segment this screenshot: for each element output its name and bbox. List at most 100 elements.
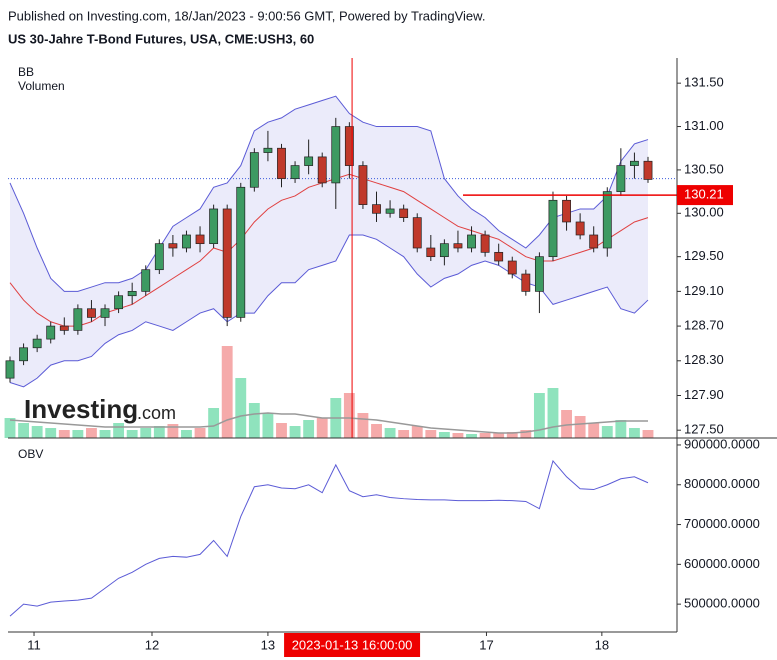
volume-bar: [411, 426, 423, 438]
volume-bar: [601, 426, 613, 438]
volume-bar: [466, 434, 477, 438]
volume-bar: [398, 430, 410, 438]
candle-body: [521, 273, 531, 292]
candle-body: [46, 325, 56, 340]
candle-body: [344, 126, 354, 166]
candle-body: [412, 217, 422, 249]
candle-body: [100, 308, 110, 318]
candle-body: [32, 338, 42, 349]
candle-body: [182, 234, 191, 249]
candle-body: [209, 208, 219, 245]
bb-upper-line: [9, 95, 649, 292]
plot-area: [4, 58, 677, 617]
candle-body: [331, 126, 341, 184]
candle-body: [263, 147, 273, 153]
candle-body: [5, 360, 15, 379]
crosshair-time-label: 2023-01-13 16:00:00: [292, 637, 413, 652]
volume-bar: [357, 413, 369, 438]
bb-fill: [10, 96, 648, 387]
volume-bar: [4, 418, 16, 438]
volume-bar: [371, 424, 382, 438]
y-tick-label: 131.00: [684, 118, 724, 133]
candle-body: [643, 160, 653, 180]
y-tick-label: 127.50: [684, 422, 724, 437]
crosshair-time-box: [284, 633, 421, 657]
candle-body: [290, 165, 300, 179]
x-tick-label: 13: [261, 637, 275, 652]
candle-body: [453, 243, 463, 249]
candle-body: [439, 243, 449, 258]
volume-bar: [438, 432, 450, 438]
volume-bar: [72, 430, 84, 438]
x-tick-label: 11: [27, 637, 41, 652]
candle-body: [154, 243, 164, 271]
y-tick-label: 128.30: [684, 352, 724, 367]
chart-title: US 30-Jahre T-Bond Futures, USA, CME:USH…: [8, 31, 314, 46]
candle-body: [372, 204, 381, 214]
candle-body: [59, 325, 69, 331]
volume-bar: [235, 378, 247, 438]
candle-body: [277, 147, 286, 179]
obv-tick-label: 800000.0000: [684, 476, 760, 491]
volume-bar: [343, 393, 355, 438]
candle-body: [73, 308, 83, 331]
candle-body: [575, 221, 585, 236]
volume-bar: [425, 430, 437, 438]
crosshair-price-box: [677, 185, 733, 206]
y-tick-label: 131.50: [684, 75, 724, 90]
published-note: Published on Investing.com, 18/Jan/2023 …: [8, 8, 485, 23]
x-tick-label: 12: [145, 637, 159, 652]
volume-bar: [248, 403, 260, 438]
volume-bar: [615, 420, 627, 438]
volume-bar: [99, 430, 111, 438]
candle-body: [616, 165, 626, 192]
volume-bar: [574, 416, 586, 438]
volume-bar: [126, 430, 138, 438]
candle-body: [426, 247, 436, 258]
volume-bar: [167, 424, 179, 438]
volume-bar: [452, 433, 464, 438]
candle-body: [304, 156, 314, 166]
volume-bar: [153, 426, 165, 438]
y-tick-label: 130.00: [684, 205, 724, 220]
crosshair-price-label: 130.21: [684, 187, 724, 202]
obv-tick-label: 600000.0000: [684, 556, 760, 571]
obv-tick-label: 900000.0000: [684, 436, 760, 451]
volume-bar: [262, 413, 274, 438]
obv-tick-label: 700000.0000: [684, 516, 760, 531]
candle-body: [168, 243, 178, 249]
volume-bar: [181, 430, 192, 438]
x-tick-label: 18: [595, 637, 609, 652]
candle-body: [114, 295, 124, 310]
volume-bar: [221, 346, 233, 438]
volume-bar: [58, 430, 70, 438]
candle-body: [399, 208, 409, 218]
volume-bar: [303, 420, 315, 438]
volume-bar: [194, 428, 206, 438]
bb-label: BB: [18, 65, 34, 79]
candle-body: [548, 199, 558, 258]
candle-body: [494, 251, 504, 262]
watermark-suffix: .com: [137, 403, 176, 423]
volume-bar: [506, 432, 518, 438]
volume-bar: [276, 423, 287, 438]
candle-body: [87, 308, 96, 318]
volume-bar: [642, 430, 654, 438]
candle-body: [630, 160, 639, 166]
candle-body: [317, 156, 327, 184]
candle-body: [385, 208, 395, 214]
volume-bar: [479, 433, 491, 438]
watermark-brand: Investing: [24, 394, 138, 424]
y-tick-label: 127.90: [684, 387, 724, 402]
volume-bar: [18, 423, 30, 438]
volume-bar: [140, 428, 152, 438]
volume-bar: [520, 430, 532, 438]
candle-body: [480, 234, 490, 253]
candle-body: [602, 191, 612, 249]
volume-bar: [289, 426, 301, 438]
obv-tick-label: 500000.0000: [684, 596, 760, 611]
candle-body: [562, 199, 571, 223]
candle-body: [534, 256, 544, 292]
candle-body: [195, 234, 205, 245]
